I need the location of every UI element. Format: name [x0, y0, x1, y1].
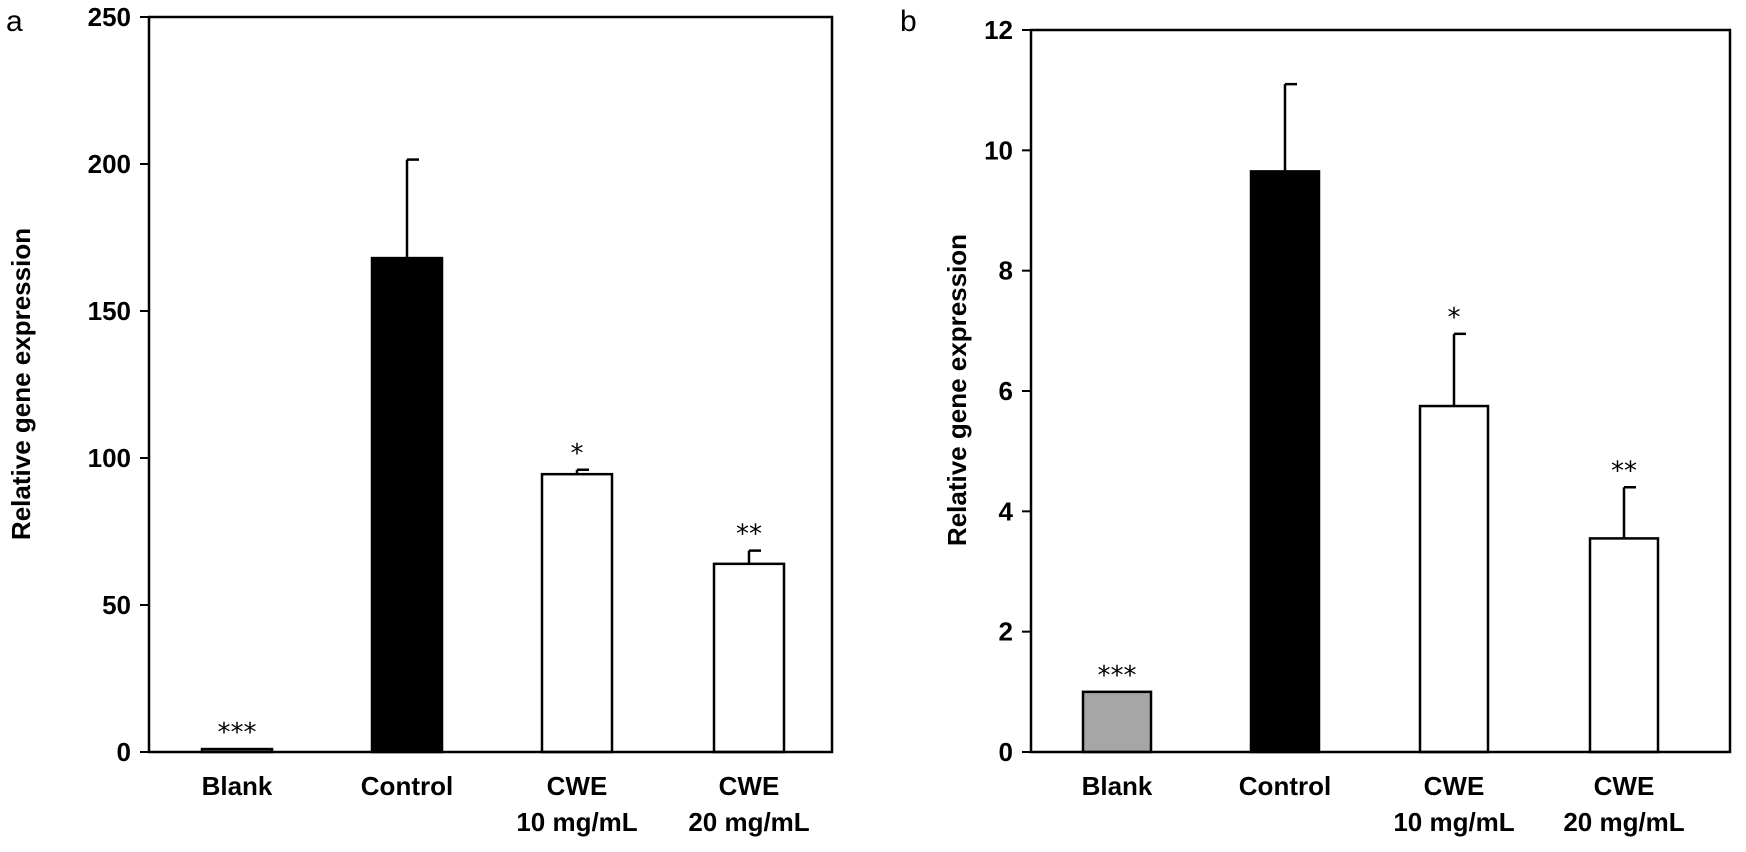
- significance-mark: *: [1448, 303, 1461, 333]
- bar: [1249, 170, 1321, 754]
- significance-mark: ***: [218, 718, 257, 748]
- plot-frame: [1029, 28, 1732, 754]
- chart-panel-a: a 0 50 100 150 200 250 Relative gene expressio…: [6, 2, 834, 837]
- y-tick-label: 12: [984, 15, 1013, 45]
- y-tick-label: 6: [999, 376, 1013, 406]
- y-axis-label: Relative gene expression: [942, 234, 972, 546]
- significance-mark: *: [571, 439, 584, 469]
- y-tick-label: 250: [88, 2, 131, 32]
- y-tick-label: 0: [117, 737, 131, 767]
- x-category-label: Control: [361, 771, 453, 801]
- significance-mark: ***: [1098, 661, 1137, 691]
- x-category-label: Blank: [1082, 771, 1153, 801]
- y-tick-label: 150: [88, 296, 131, 326]
- y-tick-label: 200: [88, 149, 131, 179]
- y-tick-label: 4: [999, 496, 1014, 526]
- bar: [370, 256, 444, 754]
- x-category-label: Control: [1239, 771, 1331, 801]
- x-category-label: 10 mg/mL: [516, 807, 637, 837]
- y-tick-label: 8: [999, 256, 1013, 286]
- x-category-label: 10 mg/mL: [1393, 807, 1514, 837]
- bar: [1418, 404, 1490, 754]
- x-category-label: CWE: [547, 771, 608, 801]
- y-tick-label: 2: [999, 617, 1013, 647]
- x-category-label: 20 mg/mL: [688, 807, 809, 837]
- x-category-label: CWE: [1424, 771, 1485, 801]
- y-axis-label: Relative gene expression: [6, 228, 36, 540]
- significance-mark: **: [736, 520, 762, 550]
- panel-letter-b: b: [900, 5, 917, 38]
- y-tick-label: 100: [88, 443, 131, 473]
- significance-mark: **: [1611, 456, 1637, 486]
- y-tick-label: 50: [102, 590, 131, 620]
- bar: [712, 562, 786, 754]
- x-category-label: CWE: [1594, 771, 1655, 801]
- x-category-label: 20 mg/mL: [1563, 807, 1684, 837]
- x-category-label: Blank: [202, 771, 273, 801]
- y-tick-label: 0: [999, 737, 1013, 767]
- bar: [1081, 690, 1153, 754]
- panel-letter-a: a: [6, 5, 23, 38]
- bar: [1588, 537, 1660, 754]
- bar: [540, 472, 614, 754]
- y-tick-label: 10: [984, 135, 1013, 165]
- plot-frame: [147, 15, 834, 754]
- x-category-label: CWE: [719, 771, 780, 801]
